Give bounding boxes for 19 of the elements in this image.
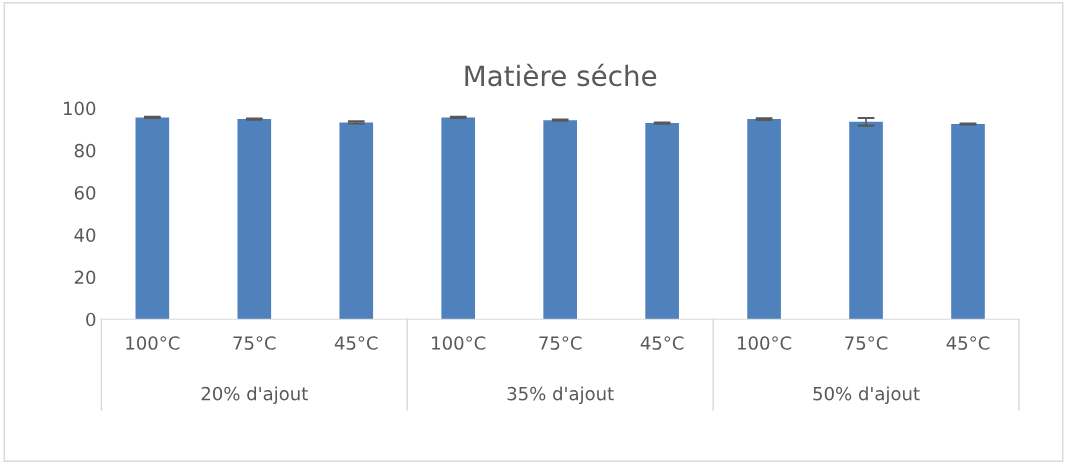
y-tick-label: 0 bbox=[86, 312, 96, 327]
y-tick-label: 100 bbox=[64, 101, 96, 116]
chart-title: Matière séche bbox=[465, 63, 657, 87]
x-tick-label: 100°C bbox=[738, 336, 792, 350]
text: 20% d'ajout bbox=[201, 386, 308, 404]
x-tick-label: 100°C bbox=[432, 336, 486, 350]
x-tick-label: 75°C bbox=[539, 336, 582, 350]
x-tick-label: 45°C bbox=[640, 336, 684, 350]
x-tick-label: 75°C bbox=[845, 336, 888, 350]
y-tick-label: 20 bbox=[74, 270, 96, 285]
x-tick-label: 45°C bbox=[334, 336, 378, 350]
x-tick-label: 75°C bbox=[233, 336, 276, 350]
y-tick-label: 60 bbox=[74, 186, 96, 200]
y-tick-label: 80 bbox=[74, 143, 96, 158]
text: 35% d'ajout bbox=[507, 386, 614, 404]
text: 50% d'ajout bbox=[813, 386, 920, 404]
x-tick-label: 100°C bbox=[126, 336, 180, 350]
x-tick-label: 45°C bbox=[946, 336, 990, 350]
y-tick-label: 40 bbox=[74, 228, 96, 242]
